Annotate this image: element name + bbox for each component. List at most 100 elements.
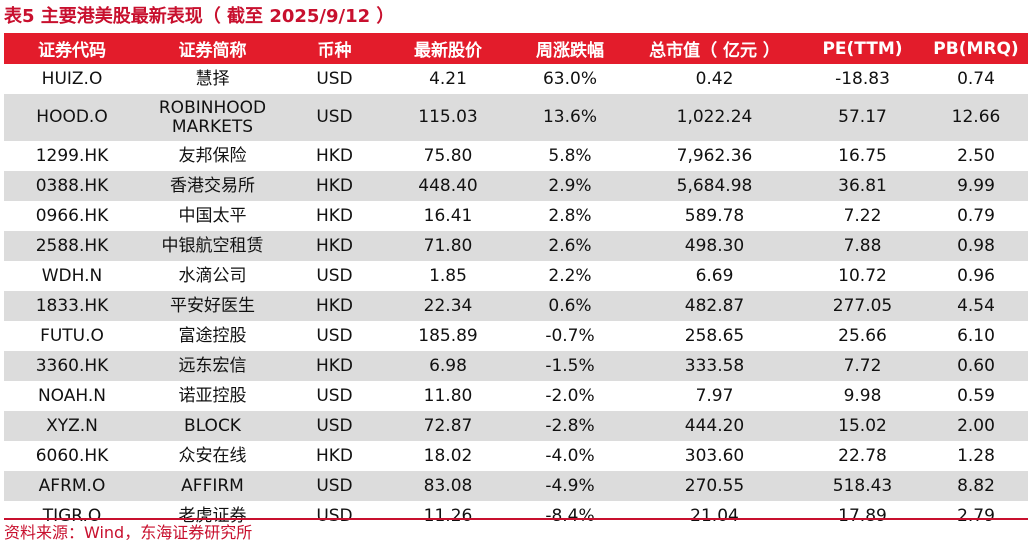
cell-weekly-change: 5.8% [512, 141, 628, 171]
cell-name: BLOCK [140, 411, 285, 441]
cell-pb: 0.96 [924, 261, 1028, 291]
cell-currency: USD [285, 411, 384, 441]
header-price: 最新股价 [384, 33, 512, 64]
cell-pe: 7.88 [801, 231, 924, 261]
cell-pe: 25.66 [801, 321, 924, 351]
cell-weekly-change: -8.4% [512, 501, 628, 531]
cell-price: 1.85 [384, 261, 512, 291]
cell-code: 1299.HK [4, 141, 140, 171]
cell-pb: 8.82 [924, 471, 1028, 501]
cell-market-cap: 21.04 [628, 501, 801, 531]
cell-currency: USD [285, 64, 384, 94]
cell-price: 18.02 [384, 441, 512, 471]
cell-code: 3360.HK [4, 351, 140, 381]
cell-currency: USD [285, 501, 384, 531]
table-row: AFRM.O AFFIRM USD 83.08 -4.9% 270.55 518.43 8.8… [4, 471, 1028, 501]
cell-price: 448.40 [384, 171, 512, 201]
cell-price: 22.34 [384, 291, 512, 321]
cell-pb: 0.98 [924, 231, 1028, 261]
cell-pe: -18.83 [801, 64, 924, 94]
cell-currency: HKD [285, 351, 384, 381]
cell-weekly-change: 2.9% [512, 171, 628, 201]
cell-pe: 10.72 [801, 261, 924, 291]
cell-currency: HKD [285, 231, 384, 261]
cell-pb: 0.59 [924, 381, 1028, 411]
table-title: 表5 主要港美股最新表现（ 截至 2025/9/12 ） [4, 6, 395, 27]
cell-weekly-change: 2.2% [512, 261, 628, 291]
header-row: 证券代码 证券简称 币种 最新股价 周涨跌幅 总市值（ 亿元 ） PE(TTM)… [4, 33, 1028, 64]
cell-pb: 1.28 [924, 441, 1028, 471]
cell-weekly-change: -1.5% [512, 351, 628, 381]
cell-pb: 6.10 [924, 321, 1028, 351]
cell-currency: USD [285, 94, 384, 141]
cell-name: 平安好医生 [140, 291, 285, 321]
cell-market-cap: 589.78 [628, 201, 801, 231]
stock-performance-table: 证券代码 证券简称 币种 最新股价 周涨跌幅 总市值（ 亿元 ） PE(TTM)… [4, 33, 1028, 531]
cell-pb: 12.66 [924, 94, 1028, 141]
cell-price: 11.26 [384, 501, 512, 531]
cell-pe: 518.43 [801, 471, 924, 501]
cell-pe: 277.05 [801, 291, 924, 321]
cell-name: 友邦保险 [140, 141, 285, 171]
header-name: 证券简称 [140, 33, 285, 64]
cell-price: 71.80 [384, 231, 512, 261]
cell-pb: 2.50 [924, 141, 1028, 171]
cell-weekly-change: 2.8% [512, 201, 628, 231]
cell-price: 185.89 [384, 321, 512, 351]
cell-weekly-change: -0.7% [512, 321, 628, 351]
table-row: FUTU.O 富途控股 USD 185.89 -0.7% 258.65 25.66 6.10 [4, 321, 1028, 351]
cell-name: AFFIRM [140, 471, 285, 501]
cell-weekly-change: 13.6% [512, 94, 628, 141]
cell-name: 老虎证券 [140, 501, 285, 531]
cell-weekly-change: 63.0% [512, 64, 628, 94]
table-row: 0966.HK 中国太平 HKD 16.41 2.8% 589.78 7.22 0.79 [4, 201, 1028, 231]
cell-price: 75.80 [384, 141, 512, 171]
cell-price: 83.08 [384, 471, 512, 501]
cell-market-cap: 303.60 [628, 441, 801, 471]
cell-market-cap: 270.55 [628, 471, 801, 501]
cell-code: WDH.N [4, 261, 140, 291]
table-row: HOOD.O ROBINHOOD MARKETS USD 115.03 13.6% 1,0… [4, 94, 1028, 141]
cell-currency: HKD [285, 201, 384, 231]
cell-code: 1833.HK [4, 291, 140, 321]
cell-weekly-change: -4.0% [512, 441, 628, 471]
cell-pb: 4.54 [924, 291, 1028, 321]
cell-market-cap: 7,962.36 [628, 141, 801, 171]
cell-weekly-change: -2.0% [512, 381, 628, 411]
cell-name: 诺亚控股 [140, 381, 285, 411]
cell-market-cap: 5,684.98 [628, 171, 801, 201]
cell-pe: 36.81 [801, 171, 924, 201]
header-currency: 币种 [285, 33, 384, 64]
cell-currency: USD [285, 381, 384, 411]
cell-pe: 17.89 [801, 501, 924, 531]
cell-market-cap: 6.69 [628, 261, 801, 291]
table-row: 6060.HK 众安在线 HKD 18.02 -4.0% 303.60 22.78 1.28 [4, 441, 1028, 471]
cell-code: 0966.HK [4, 201, 140, 231]
table-row: 0388.HK 香港交易所 HKD 448.40 2.9% 5,684.98 36.81 9.… [4, 171, 1028, 201]
cell-market-cap: 444.20 [628, 411, 801, 441]
cell-currency: USD [285, 261, 384, 291]
cell-currency: HKD [285, 141, 384, 171]
cell-pb: 2.00 [924, 411, 1028, 441]
header-market-cap: 总市值（ 亿元 ） [628, 33, 801, 64]
cell-price: 115.03 [384, 94, 512, 141]
cell-pe: 7.22 [801, 201, 924, 231]
table-row: 1833.HK 平安好医生 HKD 22.34 0.6% 482.87 277.05 4.54 [4, 291, 1028, 321]
cell-pe: 15.02 [801, 411, 924, 441]
cell-price: 11.80 [384, 381, 512, 411]
cell-name: 香港交易所 [140, 171, 285, 201]
cell-code: 2588.HK [4, 231, 140, 261]
table-row: 2588.HK 中银航空租赁 HKD 71.80 2.6% 498.30 7.88 0.98 [4, 231, 1028, 261]
cell-pe: 7.72 [801, 351, 924, 381]
cell-pb: 0.79 [924, 201, 1028, 231]
cell-pe: 9.98 [801, 381, 924, 411]
cell-name: 水滴公司 [140, 261, 285, 291]
header-weekly-change: 周涨跌幅 [512, 33, 628, 64]
cell-name: ROBINHOOD MARKETS [140, 94, 285, 141]
cell-pb: 9.99 [924, 171, 1028, 201]
cell-price: 16.41 [384, 201, 512, 231]
cell-name: 众安在线 [140, 441, 285, 471]
cell-code: TIGR.O [4, 501, 140, 531]
header-code: 证券代码 [4, 33, 140, 64]
cell-currency: USD [285, 471, 384, 501]
